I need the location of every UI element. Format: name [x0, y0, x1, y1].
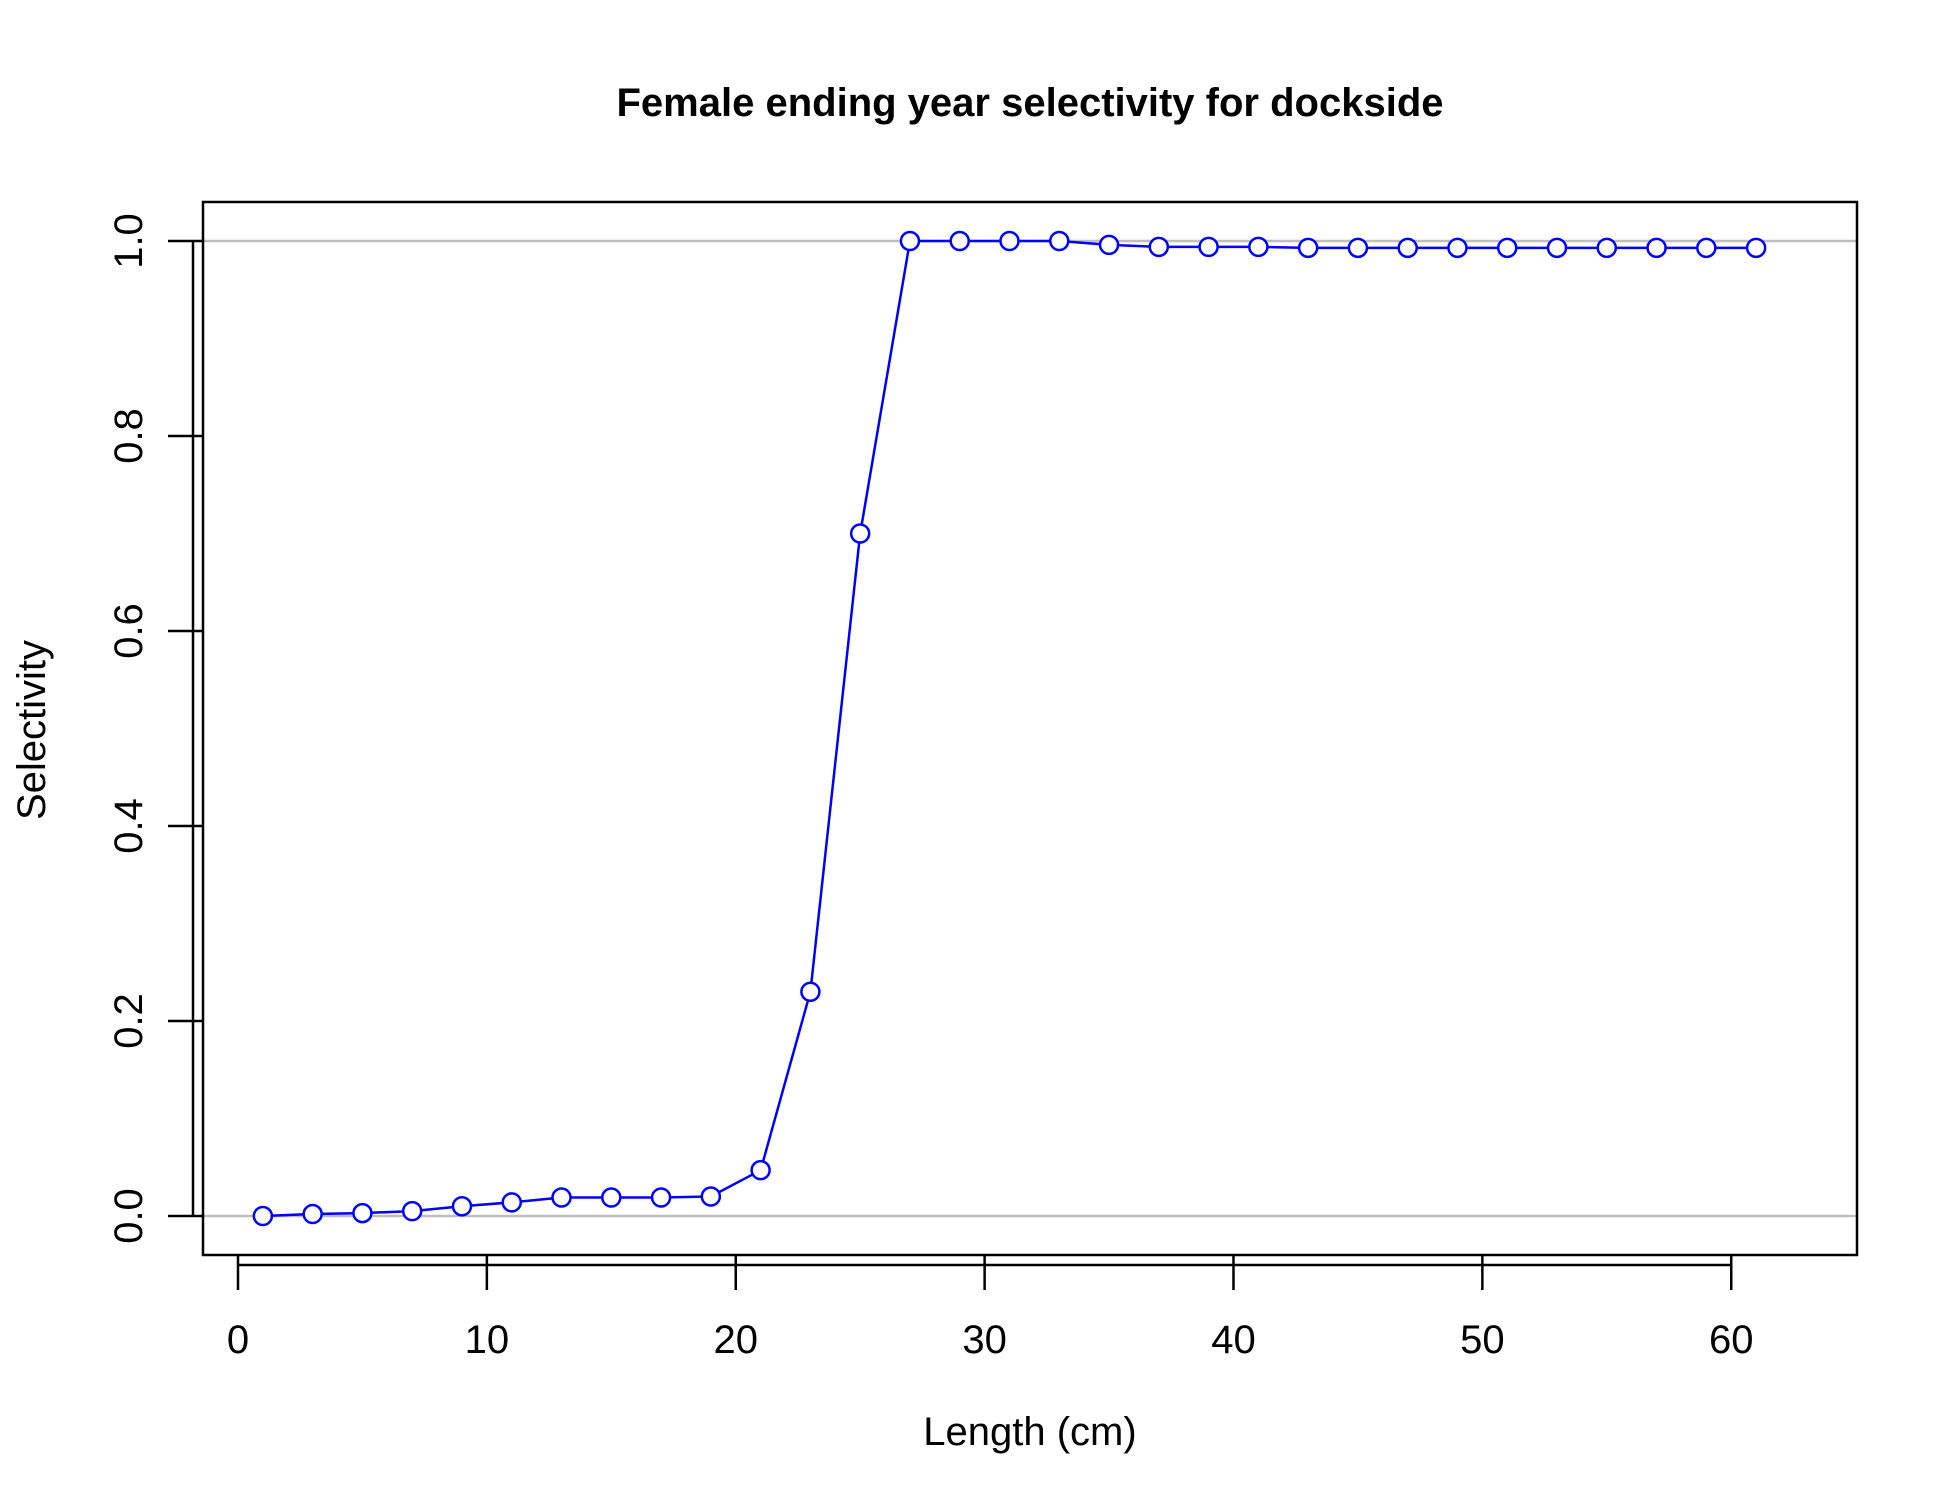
x-tick-label: 30: [962, 1318, 1007, 1362]
y-tick-label: 0.0: [107, 1188, 151, 1244]
data-point: [1098, 234, 1120, 256]
y-tick-label: 0.6: [107, 603, 151, 659]
series-line: [262, 239, 1757, 1218]
x-tick-label: 60: [1709, 1318, 1754, 1362]
data-point: [1347, 237, 1369, 259]
data-point: [1646, 237, 1667, 259]
data-point: [1596, 237, 1618, 259]
y-axis-label: Selectivity: [10, 640, 54, 820]
data-point: [1546, 237, 1568, 259]
data-point: [800, 981, 821, 1002]
data-point: [1397, 237, 1418, 259]
data-point: [750, 1159, 771, 1181]
data-point: [1049, 230, 1070, 252]
y-tick-label: 0.8: [107, 408, 151, 464]
plot-frame: [201, 200, 1859, 1257]
data-point: [551, 1187, 572, 1208]
data-point: [1248, 236, 1269, 258]
x-tick-label: 50: [1460, 1318, 1505, 1362]
data-point: [252, 1205, 274, 1227]
data-point: [1148, 236, 1170, 258]
data-point: [949, 230, 970, 252]
series-group: [252, 230, 1767, 1227]
y-tick-label: 0.4: [107, 798, 151, 854]
y-axis: 0.0 0.2 0.4 0.6 0.8 1.0: [107, 213, 203, 1244]
chart-title: Female ending year selectivity for docks…: [617, 81, 1444, 125]
x-tick-label: 40: [1211, 1318, 1256, 1362]
data-point: [1198, 236, 1219, 258]
data-point: [451, 1196, 473, 1217]
data-point: [401, 1200, 423, 1222]
data-point: [1447, 237, 1468, 259]
x-tick-label: 0: [227, 1318, 249, 1362]
data-point: [1496, 237, 1518, 259]
data-point: [1745, 237, 1767, 259]
data-point: [601, 1187, 622, 1208]
data-point: [1297, 237, 1319, 259]
data-point: [999, 230, 1020, 252]
x-tick-label: 20: [713, 1318, 758, 1362]
data-point: [899, 230, 921, 252]
x-axis-label: Length (cm): [923, 1410, 1136, 1454]
data-point: [352, 1202, 373, 1224]
data-point: [849, 523, 871, 544]
x-tick-label: 10: [465, 1318, 510, 1362]
data-point: [700, 1186, 722, 1207]
y-tick-label: 0.2: [107, 993, 151, 1049]
x-axis: 0 10 20 30 40 50 60: [227, 1255, 1754, 1362]
reference-lines: [203, 239, 1857, 1218]
data-point: [302, 1203, 323, 1225]
data-point: [650, 1187, 672, 1208]
data-point: [501, 1192, 523, 1213]
data-point: [1696, 237, 1717, 259]
y-tick-label: 1.0: [107, 213, 151, 269]
